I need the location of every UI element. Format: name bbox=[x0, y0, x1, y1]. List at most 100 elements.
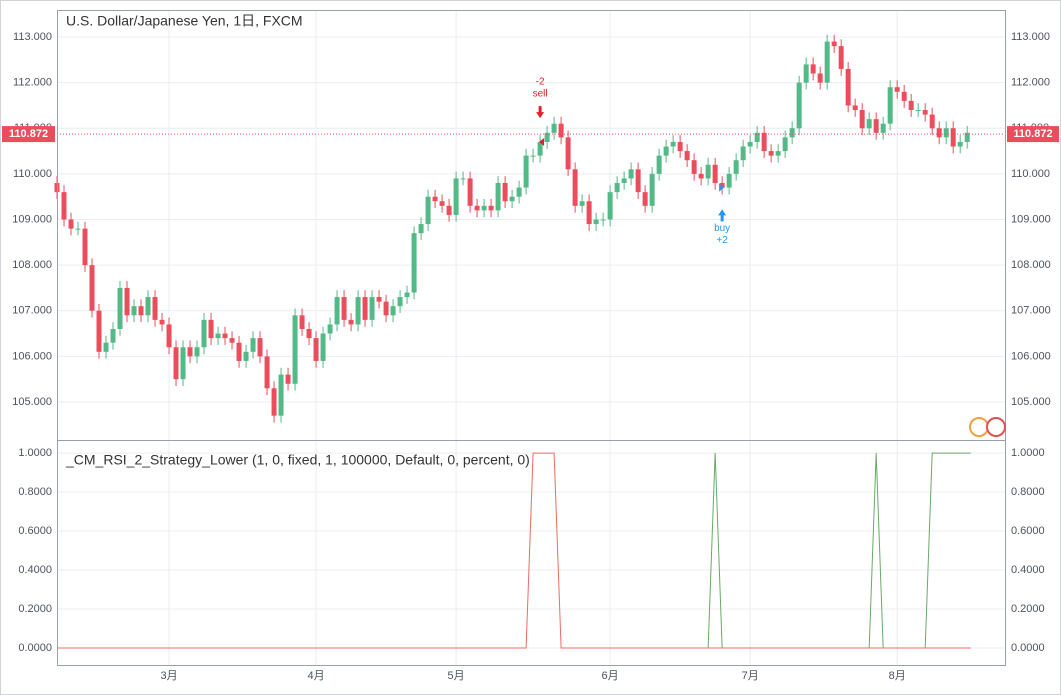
y-tick-label: 1.0000 bbox=[18, 447, 52, 459]
candle-body bbox=[747, 141, 753, 147]
candle-body bbox=[313, 338, 319, 361]
candle-body bbox=[915, 110, 921, 112]
candle-body bbox=[901, 91, 907, 101]
candle-body bbox=[208, 319, 214, 339]
candle-body bbox=[390, 306, 396, 316]
y-tick-label: 0.2000 bbox=[18, 603, 52, 615]
candle-body bbox=[96, 310, 102, 352]
y-tick-label: 106.000 bbox=[12, 350, 52, 362]
candle-body bbox=[558, 123, 564, 138]
buy-marker bbox=[719, 183, 725, 192]
y-tick-label: 112.000 bbox=[13, 77, 52, 89]
candle-body bbox=[579, 201, 585, 206]
candle-body bbox=[453, 178, 459, 215]
candle-body bbox=[726, 173, 732, 188]
candle-body bbox=[712, 164, 718, 184]
candle-body bbox=[201, 319, 207, 348]
candle-body bbox=[320, 333, 326, 361]
buy-arrow bbox=[718, 209, 727, 222]
candle-body bbox=[670, 141, 676, 147]
candle-body bbox=[460, 178, 466, 180]
candle-body bbox=[159, 319, 165, 325]
candle-body bbox=[957, 141, 963, 147]
candle-body bbox=[607, 192, 613, 220]
candle-body bbox=[502, 183, 508, 202]
y-tick-label: 113.000 bbox=[1011, 31, 1050, 43]
x-tick-label: 6月 bbox=[602, 670, 619, 682]
candle-body bbox=[719, 183, 725, 188]
candle-body bbox=[369, 297, 375, 320]
x-tick-label: 8月 bbox=[889, 670, 906, 682]
candle-body bbox=[614, 183, 620, 193]
y-tick-label: 107.000 bbox=[12, 305, 52, 317]
logo bbox=[986, 417, 1006, 437]
candle-body bbox=[173, 347, 179, 380]
candle-body bbox=[334, 297, 340, 325]
candle-body bbox=[285, 374, 291, 384]
last-price-box bbox=[1007, 126, 1059, 143]
candle-body bbox=[75, 228, 81, 230]
candle-body bbox=[68, 219, 74, 229]
y-tick-label: 110.000 bbox=[1011, 168, 1050, 180]
y-tick-label: 113.000 bbox=[13, 31, 52, 43]
y-tick-label: 107.000 bbox=[1011, 305, 1051, 317]
candle-body bbox=[446, 205, 452, 215]
last-price-label: 110.872 bbox=[1013, 128, 1052, 140]
candle-body bbox=[929, 114, 935, 129]
candle-body bbox=[628, 169, 634, 179]
candle-body bbox=[327, 324, 333, 334]
y-tick-label: 105.000 bbox=[1011, 396, 1051, 408]
candle-body bbox=[509, 196, 515, 202]
y-tick-label: 108.000 bbox=[1011, 259, 1051, 271]
candle-body bbox=[684, 151, 690, 161]
candle-body bbox=[229, 338, 235, 343]
candle-body bbox=[61, 192, 67, 220]
candle-body bbox=[152, 297, 158, 320]
candle-body bbox=[964, 132, 970, 142]
signal-label: +2 bbox=[716, 235, 728, 246]
candle-body bbox=[698, 173, 704, 179]
candle-body bbox=[82, 228, 88, 266]
candle-body bbox=[663, 146, 669, 156]
y-tick-label: 0.0000 bbox=[1011, 642, 1045, 654]
last-price-label: 110.872 bbox=[9, 128, 48, 140]
candle-body bbox=[194, 347, 200, 357]
candle-body bbox=[677, 141, 683, 152]
candle-body bbox=[824, 41, 830, 83]
candle-body bbox=[488, 205, 494, 211]
candle-body bbox=[859, 110, 865, 129]
x-tick-label: 5月 bbox=[448, 670, 465, 682]
candle-body bbox=[474, 205, 480, 211]
y-tick-label: 0.6000 bbox=[18, 525, 52, 537]
candle-body bbox=[418, 224, 424, 234]
candle-body bbox=[782, 137, 788, 152]
candle-body bbox=[341, 297, 347, 320]
candle-body bbox=[222, 333, 228, 339]
candle-body bbox=[873, 119, 879, 133]
y-tick-label: 109.000 bbox=[12, 213, 52, 225]
candle-body bbox=[950, 128, 956, 147]
logo bbox=[969, 417, 989, 437]
candle-body bbox=[103, 342, 109, 352]
candle-body bbox=[691, 160, 697, 174]
candle-body bbox=[572, 169, 578, 206]
candle-body bbox=[705, 164, 711, 179]
candle-body bbox=[131, 306, 137, 316]
candle-body bbox=[936, 128, 942, 138]
y-tick-label: 112.000 bbox=[1011, 77, 1050, 89]
candle-body bbox=[278, 374, 284, 416]
candle-body bbox=[117, 287, 123, 329]
candle-body bbox=[481, 205, 487, 211]
y-tick-label: 0.2000 bbox=[1011, 603, 1045, 615]
signal-label: buy bbox=[714, 223, 730, 234]
candle-body bbox=[789, 128, 795, 138]
candle-body bbox=[880, 123, 886, 133]
signal-label: -2 bbox=[536, 77, 545, 88]
y-tick-label: 0.8000 bbox=[18, 486, 52, 498]
candle-body bbox=[166, 324, 172, 348]
candle-body bbox=[292, 315, 298, 384]
candle-body bbox=[467, 178, 473, 206]
y-tick-label: 110.000 bbox=[13, 168, 52, 180]
